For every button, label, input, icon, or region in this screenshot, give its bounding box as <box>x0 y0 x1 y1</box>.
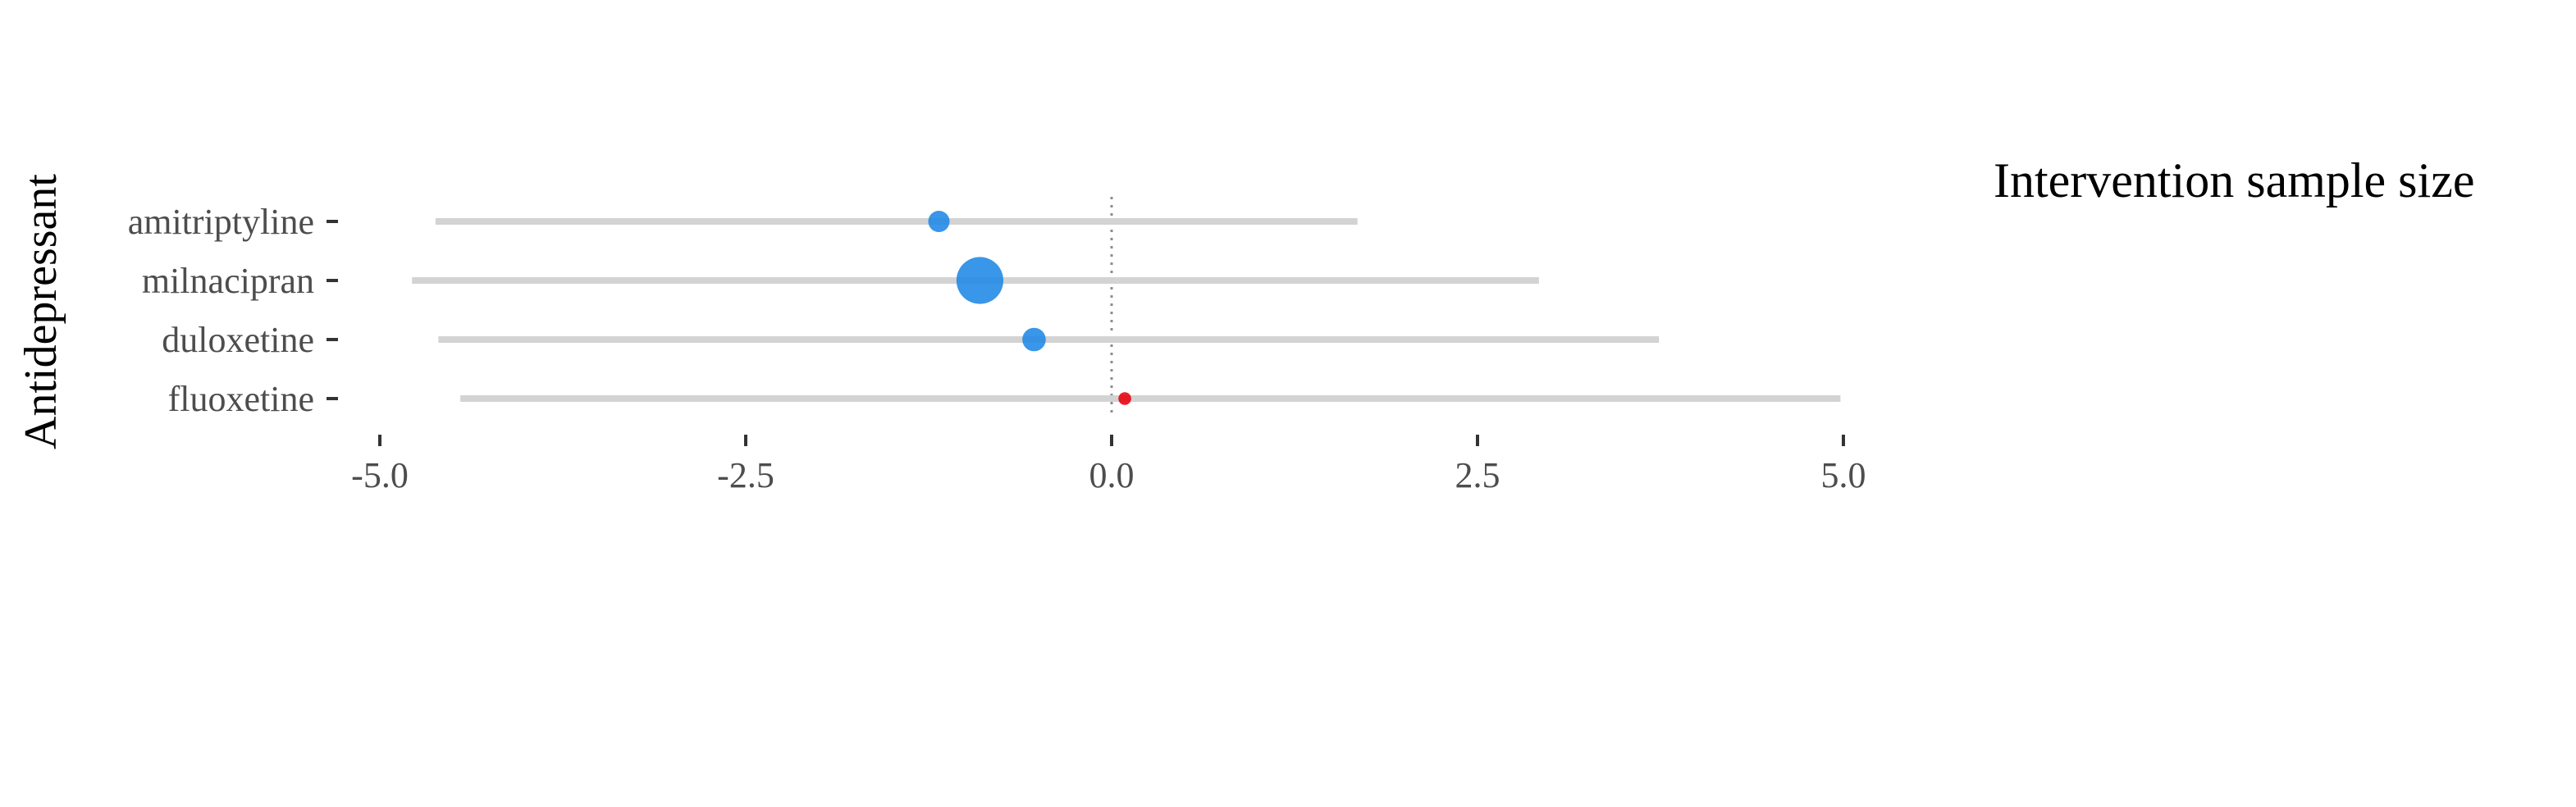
x-tick-label: 2.5 <box>1455 455 1500 495</box>
y-tick-label: fluoxetine <box>168 379 314 419</box>
estimate-point <box>1118 392 1131 405</box>
y-tick-label: amitriptyline <box>128 202 314 242</box>
x-tick-label: 0.0 <box>1089 455 1135 495</box>
estimate-point <box>928 211 950 232</box>
y-tick-label: milnacipran <box>142 261 314 301</box>
y-tick-label: duloxetine <box>162 320 314 360</box>
x-tick-label: -5.0 <box>351 455 409 495</box>
estimate-point <box>1022 327 1046 352</box>
x-tick-label: -2.5 <box>717 455 774 495</box>
y-axis-title: Antidepressant <box>16 174 66 449</box>
plot-area: amitriptyline milnacipran duloxetine fluoxe… <box>128 197 1866 495</box>
estimate-point <box>956 257 1004 304</box>
x-tick-label: 5.0 <box>1821 455 1866 495</box>
legend-title: Intervention sample size <box>1994 153 2474 207</box>
